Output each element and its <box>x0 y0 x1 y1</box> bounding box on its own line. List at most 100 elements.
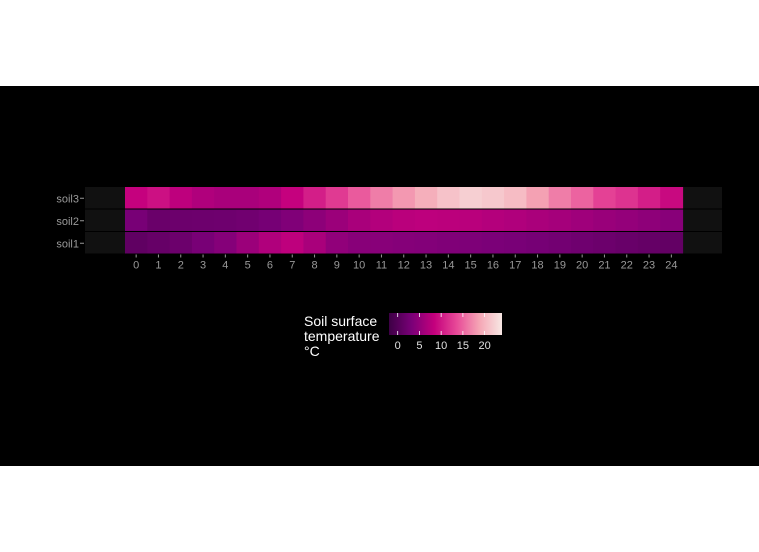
heatmap-cell <box>593 187 617 209</box>
heatmap-cell <box>325 187 349 209</box>
heatmap-cell <box>615 232 639 254</box>
heatmap-cell <box>370 232 394 254</box>
heatmap-cell <box>526 232 550 254</box>
heatmap-cell <box>504 187 527 209</box>
heatmap-cell <box>169 209 193 231</box>
heatmap-cell <box>548 232 572 254</box>
heatmap-cell <box>214 187 238 209</box>
x-tick-label: 11 <box>376 260 387 272</box>
heatmap-cell <box>281 209 304 231</box>
heatmap-cell <box>236 232 260 254</box>
y-tick-label: soil2 <box>56 216 79 228</box>
heatmap-cell <box>615 209 639 231</box>
heatmap-cell <box>504 232 527 254</box>
heatmap-cell <box>303 187 327 209</box>
heatmap-cell <box>125 209 148 231</box>
legend-title: temperature <box>304 328 380 344</box>
heatmap-cell <box>348 232 371 254</box>
heatmap-cell <box>526 187 550 209</box>
heatmap-cell <box>191 232 215 254</box>
heatmap-cell <box>325 209 349 231</box>
legend-tick-label: 5 <box>416 340 422 352</box>
heatmap-cell <box>370 187 394 209</box>
heatmap-cell <box>125 187 148 209</box>
y-tick-label: soil3 <box>56 193 79 205</box>
heatmap-cell <box>325 232 349 254</box>
x-tick-label: 8 <box>311 260 317 272</box>
legend-colorbar <box>389 313 502 335</box>
heatmap-cell <box>481 187 505 209</box>
x-tick-label: 12 <box>398 260 410 272</box>
x-tick-label: 3 <box>200 260 206 272</box>
x-tick-label: 5 <box>245 260 251 272</box>
x-tick-label: 7 <box>289 260 295 272</box>
heatmap-cell <box>214 209 238 231</box>
x-tick-label: 23 <box>643 260 655 272</box>
heatmap-cell <box>125 232 148 254</box>
heatmap-cell <box>258 209 282 231</box>
heatmap-cell <box>214 232 238 254</box>
heatmap-cell <box>147 209 171 231</box>
heatmap-cell <box>169 232 193 254</box>
heatmap-cell <box>526 209 550 231</box>
heatmap-cell <box>459 187 483 209</box>
heatmap-cell <box>281 187 304 209</box>
x-tick-label: 0 <box>133 260 139 272</box>
heatmap-cell <box>660 187 684 209</box>
x-tick-label: 6 <box>267 260 273 272</box>
heatmap-cell <box>637 187 661 209</box>
plot-panel <box>0 86 759 466</box>
heatmap-cell <box>169 187 193 209</box>
heatmap-cell <box>593 232 617 254</box>
heatmap-cell <box>593 209 617 231</box>
legend-title: Soil surface <box>304 313 377 329</box>
legend-tick-label: 15 <box>457 340 469 352</box>
x-tick-label: 10 <box>353 260 365 272</box>
heatmap-cell <box>348 187 371 209</box>
heatmap-cell <box>481 209 505 231</box>
heatmap-cell <box>303 209 327 231</box>
heatmap-cell <box>303 232 327 254</box>
x-tick-label: 22 <box>621 260 633 272</box>
legend-tick-label: 10 <box>435 340 447 352</box>
heatmap-cell <box>414 209 438 231</box>
legend-tick-label: 0 <box>395 340 401 352</box>
x-tick-label: 9 <box>334 260 340 272</box>
x-tick-label: 20 <box>576 260 588 272</box>
heatmap-cell <box>236 187 260 209</box>
heatmap-cell <box>437 187 461 209</box>
heatmap-cell <box>637 209 661 231</box>
x-tick-label: 18 <box>531 260 543 272</box>
heatmap-cell <box>548 187 572 209</box>
legend-title: °C <box>304 343 320 359</box>
x-tick-label: 17 <box>509 260 521 272</box>
heatmap-cell <box>392 187 416 209</box>
x-tick-label: 19 <box>554 260 566 272</box>
legend-tick-label: 20 <box>478 340 490 352</box>
x-tick-label: 13 <box>420 260 432 272</box>
heatmap-cell <box>348 209 371 231</box>
heatmap-cell <box>414 232 438 254</box>
x-tick-label: 14 <box>442 260 454 272</box>
x-tick-label: 15 <box>465 260 477 272</box>
x-tick-label: 21 <box>598 260 610 272</box>
heatmap-cell <box>637 232 661 254</box>
heatmap-cell <box>147 232 171 254</box>
heatmap-cell <box>660 209 684 231</box>
heatmap-cell <box>481 232 505 254</box>
heatmap-cell <box>392 209 416 231</box>
heatmap-cell <box>660 232 684 254</box>
x-tick-label: 24 <box>665 260 677 272</box>
x-tick-label: 2 <box>178 260 184 272</box>
heatmap-cell <box>191 209 215 231</box>
heatmap-cell <box>504 209 527 231</box>
heatmap-cell <box>459 232 483 254</box>
x-tick-label: 4 <box>222 260 228 272</box>
heatmap-cell <box>191 187 215 209</box>
heatmap-cell <box>414 187 438 209</box>
heatmap-cell <box>437 232 461 254</box>
heatmap-cell <box>571 232 594 254</box>
heatmap-cell <box>370 209 394 231</box>
x-tick-label: 16 <box>487 260 499 272</box>
